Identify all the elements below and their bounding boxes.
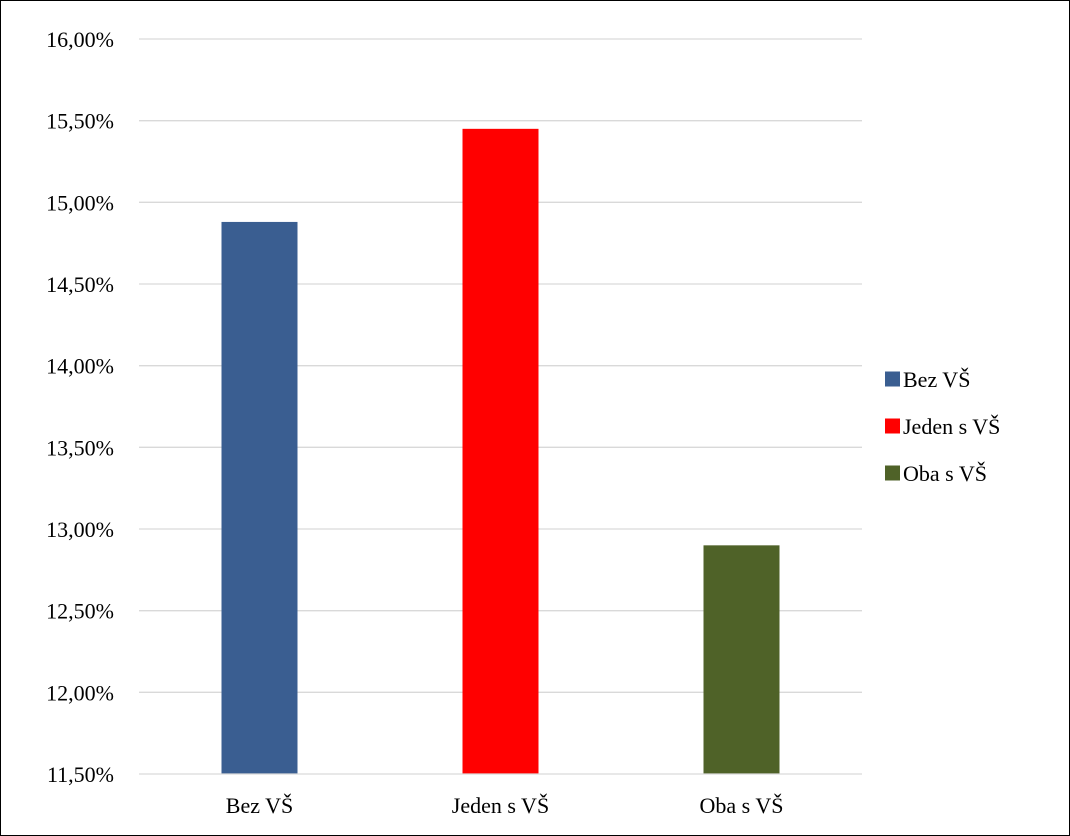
legend-swatch	[885, 465, 900, 481]
y-tick-label: 14,50%	[46, 272, 114, 297]
x-tick-label: Jeden s VŠ	[452, 793, 549, 818]
legend-label: Jeden s VŠ	[903, 414, 1000, 439]
y-tick-label: 14,00%	[46, 354, 114, 379]
x-tick-label: Oba s VŠ	[700, 793, 784, 818]
y-tick-label: 13,00%	[46, 517, 114, 542]
bar	[462, 128, 539, 774]
x-tick-label: Bez VŠ	[226, 793, 293, 818]
legend-label: Bez VŠ	[903, 367, 970, 392]
y-tick-label: 12,00%	[46, 680, 114, 705]
legend-label: Oba s VŠ	[903, 461, 987, 486]
y-tick-label: 13,50%	[46, 435, 114, 460]
y-axis-ticks: 11,50% 12,00% 12,50% 13,00% 13,50% 14,00% 14,5…	[46, 27, 114, 787]
legend-swatch	[885, 371, 900, 387]
y-tick-label: 15,00%	[46, 190, 114, 215]
y-tick-label: 11,50%	[47, 762, 114, 787]
legend-swatch	[885, 418, 900, 434]
y-tick-label: 12,50%	[46, 599, 114, 624]
y-tick-label: 16,00%	[46, 27, 114, 52]
bars	[221, 128, 780, 774]
legend: Bez VŠ Jeden s VŠ Oba s VŠ	[885, 367, 1000, 486]
y-tick-label: 15,50%	[46, 109, 114, 134]
bar	[221, 221, 298, 774]
bar	[703, 545, 780, 774]
x-axis: Bez VŠ Jeden s VŠ Oba s VŠ	[139, 773, 862, 818]
